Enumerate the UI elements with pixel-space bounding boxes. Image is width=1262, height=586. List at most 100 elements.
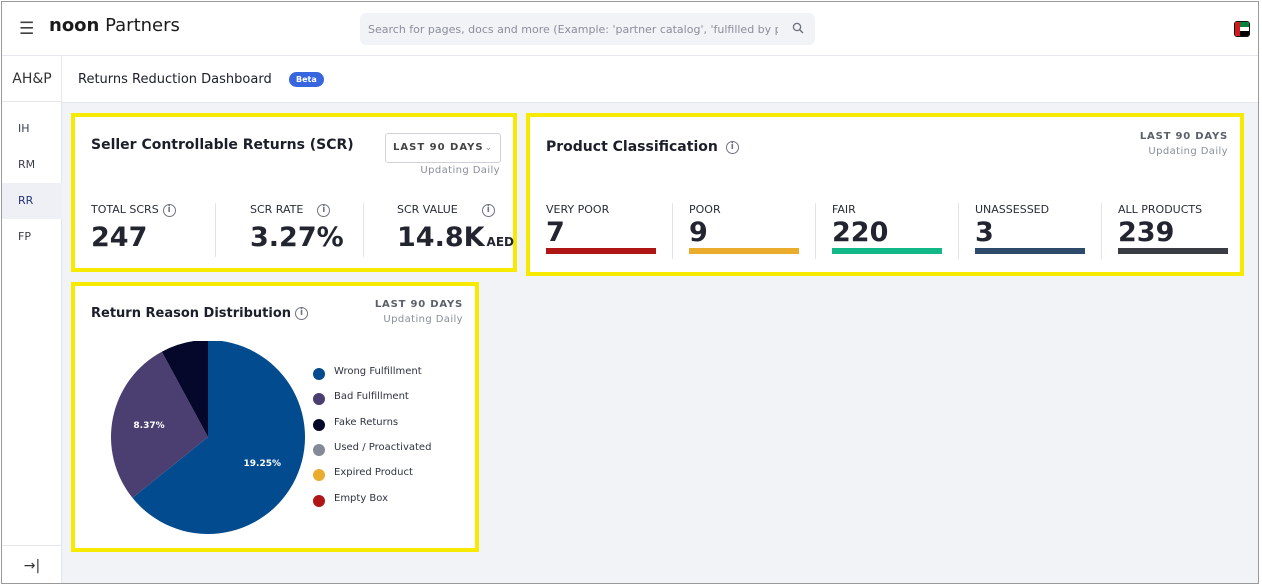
reasons-title: Return Reason Distribution i [91,306,309,321]
pie-slice-label: 8.37% [133,421,164,431]
info-icon[interactable]: i [295,307,309,320]
legend-label: Empty Box [334,493,389,504]
info-icon[interactable]: i [317,203,331,217]
pie-slice-bad-fulfillment[interactable] [111,351,208,498]
class-very-poor[interactable]: VERY POOR 7 [546,203,656,254]
hamburger-icon[interactable]: ☰ [19,19,35,39]
scr-title: Seller Controllable Returns (SCR) [91,137,354,153]
divider [1101,203,1102,259]
metric-label-text: SCR RATE [250,203,304,216]
sidebar-item-rr[interactable]: RR [2,183,62,219]
pie-slice-wrong-fulfillment[interactable] [132,341,305,534]
legend-dot [313,419,325,431]
search-bar[interactable] [360,13,815,45]
legend-dot [313,495,325,507]
class-bar [975,248,1085,254]
class-bar [832,248,942,254]
class-bar [689,248,799,254]
legend-dot [313,444,325,456]
class-label: UNASSESSED [975,203,1050,216]
classification-title-text: Product Classification [546,139,718,155]
scr-rate-metric: SCR RATE i 3.27% [250,203,344,253]
divider [672,203,673,259]
class-label: FAIR [832,203,856,216]
class-label: VERY POOR [546,203,610,216]
reasons-updating: Updating Daily [383,314,463,325]
divider [815,203,816,259]
class-value: 3 [975,217,994,248]
metric-value: 14.8K AED [397,222,514,253]
class-value: 7 [546,217,565,248]
return-reason-pie-chart: 19.25% 8.37% [111,341,305,534]
classification-period: LAST 90 DAYS [1139,131,1228,142]
divider [958,203,959,259]
metric-value-number: 14.8K [397,221,485,253]
metric-value: 3.27% [250,221,344,253]
brand-strong: noon [49,15,100,36]
info-icon[interactable]: i [725,140,739,154]
scr-updating: Updating Daily [420,165,500,176]
uae-flag-icon[interactable] [1234,21,1250,37]
search-icon[interactable] [792,22,804,34]
chevron-down-icon: ⌄ [484,143,493,153]
top-bar: ☰ noon Partners [2,2,1258,56]
legend-label: Bad Fulfillment [334,391,409,402]
legend-dot [313,469,325,481]
class-all-products[interactable]: ALL PRODUCTS 239 [1118,203,1228,254]
legend-dot [313,393,325,405]
legend-label: Fake Returns [334,417,399,428]
metric-label: TOTAL SCRS i [91,203,176,217]
page-title: Returns Reduction Dashboard [78,72,272,87]
class-value: 239 [1118,217,1175,248]
sidebar-item-rm[interactable]: RM [18,158,36,171]
reasons-period: LAST 90 DAYS [374,299,463,310]
metric-label-text: TOTAL SCRS [91,203,159,216]
scr-value-metric: SCR VALUE i 14.8K AED [397,203,514,253]
class-bar [1118,248,1228,254]
classification-title: Product Classification i [546,139,739,155]
metric-label: SCR RATE i [250,203,344,217]
sidebar-title: AH&P [2,56,62,102]
metric-value: 247 [91,221,148,253]
return-reason-card: Return Reason Distribution i LAST 90 DAYS… [71,282,479,552]
scr-card: Seller Controllable Returns (SCR) LAST 9… [71,113,517,272]
legend-label: Wrong Fulfillment [334,366,422,377]
info-icon[interactable]: i [162,203,176,217]
divider [363,203,364,257]
class-value: 220 [832,217,889,248]
period-dropdown-value: LAST 90 DAYS [393,142,484,153]
pie-legend: Wrong Fulfillment Bad Fulfillment Fake R… [313,366,463,507]
page-header: Returns Reduction Dashboard Beta [62,56,1258,103]
sidebar-item-fp[interactable]: FP [18,230,31,243]
divider [215,203,216,257]
info-icon[interactable]: i [481,203,495,217]
class-value: 9 [689,217,708,248]
class-label: POOR [689,203,721,216]
class-label: ALL PRODUCTS [1118,203,1203,216]
brand-rest: Partners [99,15,180,36]
sidebar: AH&P IH RM RR FP →| [2,56,62,583]
search-input[interactable] [368,13,778,45]
collapse-sidebar-icon[interactable]: →| [2,545,62,583]
class-unassessed[interactable]: UNASSESSED 3 [975,203,1085,254]
legend-dot [313,368,325,380]
class-poor[interactable]: POOR 9 [689,203,799,254]
pie-slice-fake-returns[interactable] [161,341,208,437]
class-bar [546,248,656,254]
period-dropdown[interactable]: LAST 90 DAYS ⌄ [385,133,501,163]
class-fair[interactable]: FAIR 220 [832,203,942,254]
sidebar-item-ih[interactable]: IH [18,122,30,135]
reasons-title-text: Return Reason Distribution [91,306,292,321]
classification-card: Product Classification i LAST 90 DAYS Upd… [526,113,1244,276]
metric-unit: AED [486,234,514,249]
legend-label: Used / Proactivated [334,442,432,453]
beta-badge: Beta [289,72,324,87]
brand-logo[interactable]: noon Partners [49,15,180,36]
total-scrs-metric: TOTAL SCRS i 247 [91,203,176,253]
classification-updating: Updating Daily [1148,146,1228,157]
legend-label: Expired Product [334,467,413,478]
pie-slice-label: 19.25% [244,459,282,469]
metric-label-text: SCR VALUE [397,203,458,216]
metric-label: SCR VALUE i [397,203,514,217]
